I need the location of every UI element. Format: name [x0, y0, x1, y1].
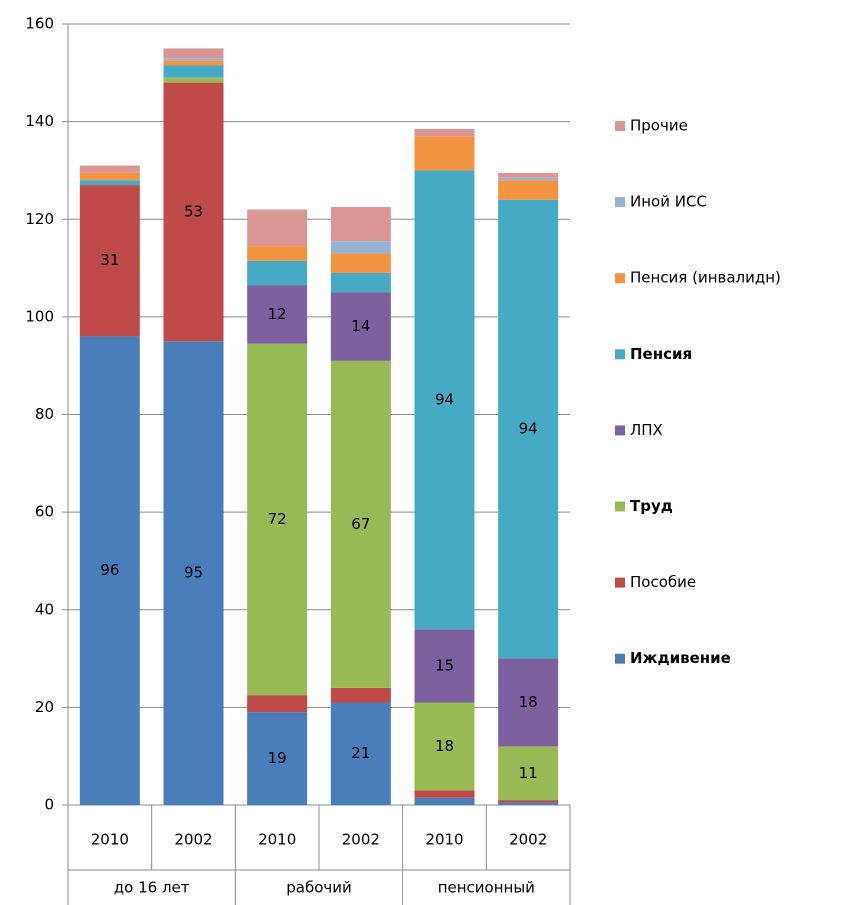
bar-segment [414, 629, 475, 703]
data-label: 19 [268, 749, 287, 767]
bar-segment [247, 712, 308, 805]
legend-label: ЛПХ [630, 421, 663, 439]
data-label: 15 [435, 656, 454, 674]
legend-swatch [615, 425, 625, 436]
x-tick-label: 2002 [174, 831, 212, 849]
bar-segment [498, 177, 559, 181]
bar-segment [498, 180, 559, 200]
bar-segment [330, 207, 391, 242]
legend-swatch [615, 577, 625, 588]
bar-segment [414, 128, 475, 137]
bar-segment [330, 253, 391, 273]
data-label: 31 [100, 251, 119, 269]
bar-segment [414, 797, 475, 805]
y-tick-label: 60 [35, 503, 54, 521]
legend-label: Иждивение [630, 649, 731, 667]
data-label: 67 [351, 515, 370, 533]
legend-label: Пособие [630, 573, 696, 591]
data-label: 72 [268, 510, 287, 528]
bar-segment [79, 180, 140, 186]
bar-segment [498, 172, 559, 178]
data-label: 11 [519, 764, 538, 782]
y-tick-label: 160 [25, 15, 54, 33]
y-tick-label: 140 [25, 112, 54, 130]
bar-segment [247, 343, 308, 696]
bar-segment [163, 58, 224, 61]
bar-segment [498, 802, 559, 805]
bar-segment [163, 82, 224, 342]
bar-segment [163, 77, 224, 83]
bar-segment [330, 272, 391, 293]
bar-segment [330, 687, 391, 703]
bar-segment [163, 65, 224, 78]
x-tick-label: 2002 [509, 831, 547, 849]
data-label: 95 [184, 564, 203, 582]
bar-segment [163, 48, 224, 59]
y-tick-label: 100 [25, 307, 54, 325]
group-label: пенсионный [438, 879, 535, 897]
legend-swatch [615, 273, 625, 284]
bar-segment [498, 800, 559, 803]
legend-label: Прочие [630, 117, 688, 135]
legend-swatch [615, 349, 625, 360]
legend-label: Труд [630, 497, 673, 515]
bar-segment [79, 165, 140, 173]
bar-segment [163, 341, 224, 805]
y-tick-label: 80 [35, 405, 54, 423]
bar-segment [414, 136, 475, 171]
y-tick-label: 20 [35, 698, 54, 716]
y-tick-label: 40 [35, 600, 54, 618]
legend-label: Пенсия [630, 345, 692, 363]
bar-segment [330, 292, 391, 361]
data-label: 18 [519, 693, 538, 711]
bar-segment [498, 746, 559, 801]
data-label: 94 [435, 390, 454, 408]
data-label: 96 [100, 561, 119, 579]
bar-segment [247, 695, 308, 713]
bar-segment [414, 170, 475, 630]
x-tick-label: 2002 [342, 831, 380, 849]
bar-segment [330, 241, 391, 254]
bar-segment [247, 209, 308, 247]
bar-segment [247, 260, 308, 286]
group-label: рабочий [286, 879, 352, 897]
bar-segment [247, 285, 308, 344]
bar-segment [498, 199, 559, 659]
data-label: 14 [351, 317, 370, 335]
data-label: 53 [184, 202, 203, 220]
bar-segment [79, 172, 140, 181]
legend-swatch [615, 121, 625, 131]
legend-swatch [615, 501, 625, 512]
bar-segment [163, 60, 224, 66]
bar-segment [330, 702, 391, 805]
group-label: до 16 лет [114, 879, 190, 897]
bar-segment [79, 185, 140, 337]
data-label: 21 [351, 744, 370, 762]
bar-segment [247, 246, 308, 261]
bar-segment [414, 790, 475, 798]
bar-segment [79, 336, 140, 805]
x-tick-label: 2010 [258, 831, 296, 849]
legend-swatch [615, 197, 625, 208]
x-tick-label: 2010 [425, 831, 463, 849]
bar-segment [330, 360, 391, 688]
x-tick-label: 2010 [91, 831, 129, 849]
data-label: 18 [435, 737, 454, 755]
y-tick-label: 120 [25, 210, 54, 228]
legend-swatch [615, 653, 625, 664]
y-tick-label: 0 [44, 796, 54, 814]
legend-label: Пенсия (инвалидн) [630, 269, 781, 287]
data-label: 12 [268, 305, 287, 323]
data-label: 94 [519, 420, 538, 438]
bar-segment [498, 658, 559, 747]
bar-segment [414, 702, 475, 791]
legend-label: Иной ИСС [630, 193, 707, 211]
